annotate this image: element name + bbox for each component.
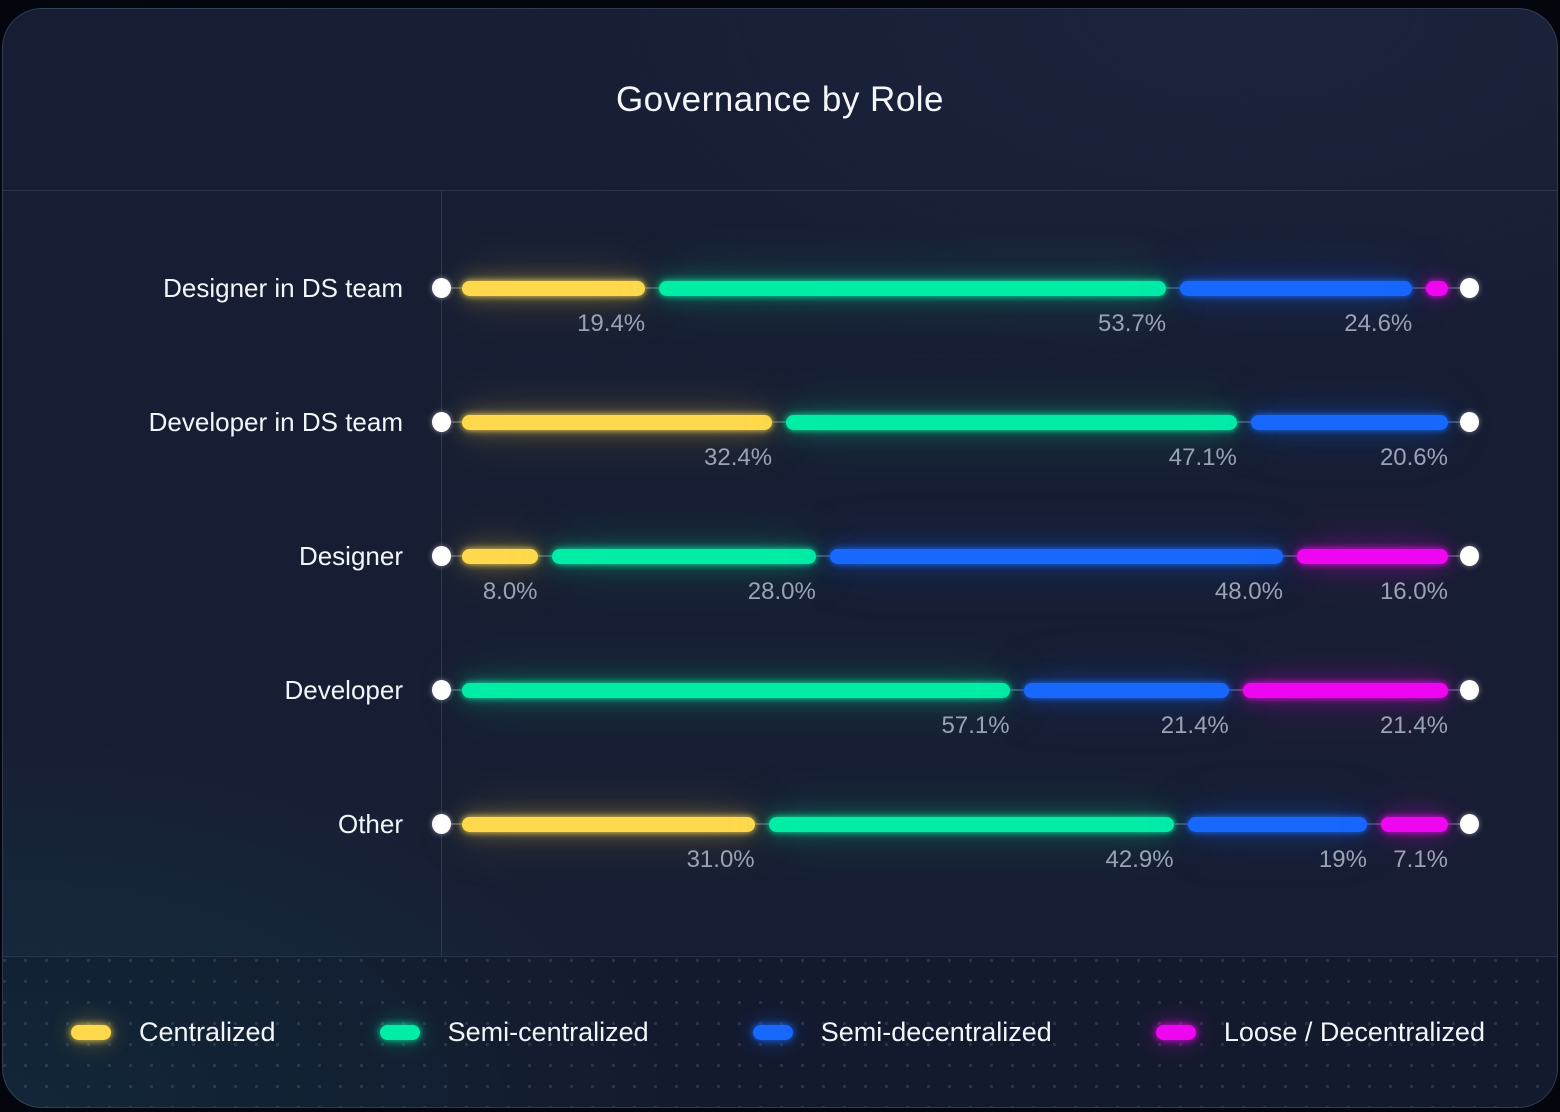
row-track: 19.4% 53.7% 24.6% [432, 278, 1479, 337]
legend-label: Semi-decentralized [820, 1016, 1052, 1047]
segment-centralized: 32.4% [462, 414, 773, 471]
chart-header: Governance by Role [3, 9, 1557, 191]
track-start-dot [432, 680, 451, 700]
segment-loose-decentralized: 7.1% [1380, 816, 1448, 873]
value-label: 21.4% [1379, 711, 1448, 739]
segment-loose-decentralized [1426, 280, 1448, 296]
value-label: 31.0% [686, 845, 755, 873]
row-segments: 31.0% 42.9% 19% 7.1% [451, 816, 1460, 873]
track-start-dot [432, 412, 451, 432]
track-end-dot [1460, 814, 1479, 834]
row-label: Designer in DS team [163, 272, 403, 303]
legend-swatch-icon [71, 1024, 111, 1040]
row-track: 57.1% 21.4% 21.4% [432, 680, 1479, 739]
legend-swatch-icon [752, 1024, 793, 1040]
value-label: 21.4% [1160, 711, 1229, 739]
segment-loose-decentralized: 21.4% [1242, 682, 1448, 739]
segment-centralized: 8.0% [462, 548, 538, 605]
legend-label: Semi-centralized [447, 1016, 649, 1047]
track-start-dot [432, 278, 451, 298]
legend-item-loose-decentralized[interactable]: Loose / Decentralized [1155, 1016, 1485, 1048]
segment-semi-decentralized: 19% [1187, 816, 1367, 873]
legend: Centralized Semi-centralized Semi-decentra… [3, 956, 1557, 1107]
value-label: 42.9% [1105, 845, 1174, 873]
value-label: 47.1% [1168, 443, 1237, 471]
value-label: 16.0% [1379, 577, 1448, 605]
legend-label: Centralized [139, 1016, 276, 1047]
row-label: Designer [298, 540, 403, 571]
value-label: 24.6% [1344, 309, 1413, 337]
row-segments: 19.4% 53.7% 24.6% [451, 280, 1460, 337]
track-start-dot [432, 546, 451, 566]
chart-row: Developer 57.1% 21.4% 21.4% [3, 623, 1557, 757]
track-end-dot [1460, 278, 1479, 298]
page-title: Governance by Role [615, 79, 945, 119]
value-label: 7.1% [1393, 845, 1448, 873]
row-segments: 32.4% 47.1% 20.6% [451, 414, 1460, 471]
legend-swatch-icon [1155, 1024, 1196, 1040]
legend-item-semi-decentralized[interactable]: Semi-decentralized [752, 1016, 1052, 1048]
value-label: 57.1% [941, 711, 1010, 739]
legend-label: Loose / Decentralized [1223, 1016, 1485, 1047]
row-label: Other [337, 808, 403, 839]
track-end-dot [1460, 546, 1479, 566]
row-track: 31.0% 42.9% 19% 7.1% [432, 814, 1479, 873]
value-label: 53.7% [1098, 309, 1167, 337]
segment-semi-centralized: 53.7% [659, 280, 1167, 337]
segment-semi-centralized: 57.1% [462, 682, 1010, 739]
value-label: 8.0% [482, 577, 538, 605]
chart-row: Other 31.0% 42.9% 19% 7.1% [3, 757, 1557, 891]
track-start-dot [432, 814, 451, 834]
value-label: 48.0% [1214, 577, 1283, 605]
legend-item-centralized[interactable]: Centralized [71, 1017, 276, 1048]
track-end-dot [1460, 412, 1479, 432]
chart-row: Developer in DS team 32.4% 47.1% 20.6% [3, 355, 1557, 489]
segment-semi-decentralized: 24.6% [1180, 280, 1413, 337]
value-label: 28.0% [747, 577, 816, 605]
row-track: 8.0% 28.0% 48.0% 16.0% [432, 546, 1479, 605]
segment-semi-decentralized: 48.0% [829, 548, 1283, 605]
segment-loose-decentralized: 16.0% [1296, 548, 1448, 605]
legend-swatch-icon [379, 1024, 420, 1040]
chart-row: Designer 8.0% 28.0% 48.0% 16.0% [3, 489, 1557, 623]
row-label: Developer [284, 674, 403, 705]
segment-centralized: 19.4% [462, 280, 646, 337]
chart-area: Designer in DS team 19.4% 53.7% 24.6% Develo… [3, 191, 1557, 956]
segment-semi-centralized: 47.1% [786, 414, 1237, 471]
segment-semi-decentralized: 21.4% [1023, 682, 1229, 739]
segment-centralized: 31.0% [462, 816, 755, 873]
value-label: 19.4% [577, 309, 646, 337]
legend-item-semi-centralized[interactable]: Semi-centralized [379, 1016, 649, 1048]
value-label: 19% [1318, 845, 1367, 873]
row-segments: 8.0% 28.0% 48.0% 16.0% [451, 548, 1460, 605]
chart-row: Designer in DS team 19.4% 53.7% 24.6% [3, 221, 1557, 355]
row-track: 32.4% 47.1% 20.6% [432, 412, 1479, 471]
chart-card: Governance by Role Designer in DS team 19… [2, 8, 1558, 1108]
value-label: 32.4% [704, 443, 773, 471]
row-label: Developer in DS team [148, 406, 403, 437]
track-end-dot [1460, 680, 1479, 700]
value-label: 20.6% [1379, 443, 1448, 471]
segment-semi-decentralized: 20.6% [1250, 414, 1448, 471]
row-segments: 57.1% 21.4% 21.4% [451, 682, 1460, 739]
segment-semi-centralized: 28.0% [551, 548, 816, 605]
segment-semi-centralized: 42.9% [768, 816, 1174, 873]
